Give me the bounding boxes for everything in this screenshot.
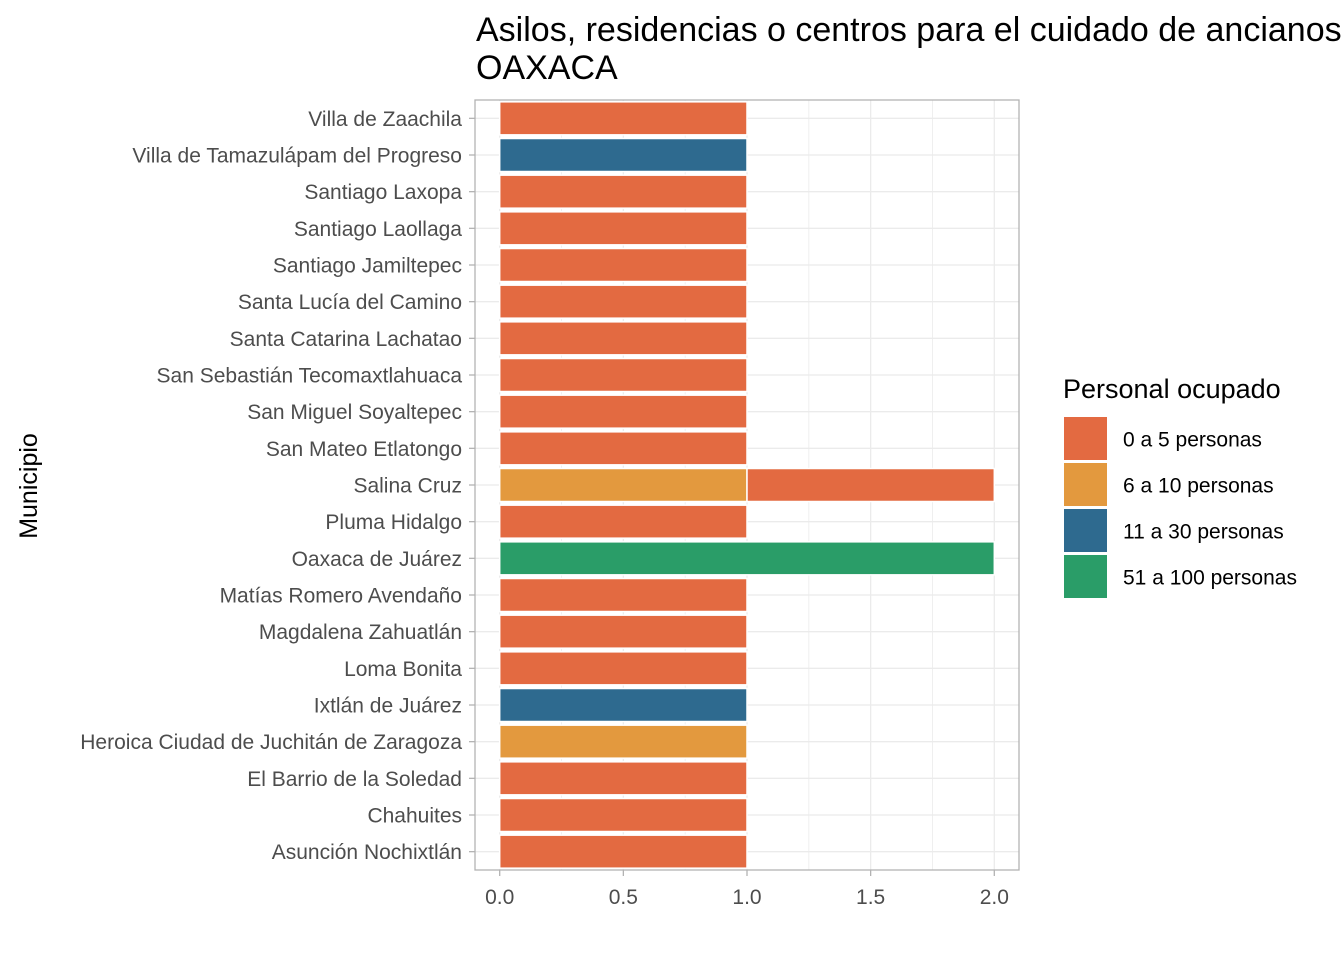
bar-segment	[498, 504, 748, 539]
y-tick-label: San Mateo Etlatongo	[266, 438, 462, 461]
x-tick-label: 1.0	[732, 886, 761, 909]
y-tick-labels: Villa de Zaachila Villa de Tamazulápam de…	[80, 108, 475, 864]
bar-segment	[498, 137, 748, 173]
x-tick-label: 0.5	[609, 886, 638, 909]
bar-segment	[498, 614, 748, 649]
legend-label: 51 a 100 personas	[1123, 567, 1297, 590]
legend-label: 11 a 30 personas	[1123, 521, 1284, 544]
y-tick-label: Chahuites	[367, 805, 462, 828]
y-tick-label: San Sebastián Tecomaxtlahuaca	[157, 365, 463, 388]
y-tick-label: Magdalena Zahuatlán	[259, 621, 462, 644]
y-tick-label: Oaxaca de Juárez	[292, 548, 462, 571]
bar-segment	[498, 321, 748, 356]
y-tick-label: El Barrio de la Soledad	[247, 768, 462, 791]
bar-segment	[498, 724, 748, 759]
bar-segment	[498, 174, 748, 209]
y-tick-label: Santa Lucía del Camino	[238, 291, 462, 314]
bar-segment	[498, 687, 748, 723]
y-tick-label: Santiago Jamiltepec	[273, 255, 462, 278]
bar-segment	[498, 651, 748, 686]
bar-segment	[498, 211, 748, 246]
bar-segment	[498, 467, 748, 503]
bar-segment	[498, 541, 996, 576]
y-tick-label: Santiago Laxopa	[304, 181, 462, 204]
bar-segment	[498, 761, 748, 796]
y-axis-label: Municipio	[15, 433, 43, 539]
y-tick-label: Santa Catarina Lachatao	[230, 328, 462, 351]
bar-segment	[498, 577, 748, 613]
y-tick-label: Matías Romero Avendaño	[220, 585, 462, 608]
y-tick-label: Villa de Tamazulápam del Progreso	[132, 145, 462, 168]
legend: Personal ocupado 0 a 5 personas 6 a 10 pe…	[1063, 374, 1297, 598]
bars	[498, 101, 996, 869]
bar-segment	[498, 284, 748, 319]
x-tick-label: 2.0	[980, 886, 1009, 909]
legend-title: Personal ocupado	[1063, 374, 1281, 404]
x-tick-label: 0.0	[485, 886, 514, 909]
bar-segment	[498, 247, 748, 283]
y-tick-label: Heroica Ciudad de Juchitán de Zaragoza	[80, 731, 462, 754]
y-tick-label: Villa de Zaachila	[308, 108, 462, 131]
legend-label: 6 a 10 personas	[1123, 475, 1274, 498]
x-tick-label: 1.5	[856, 886, 885, 909]
bar-segment	[746, 467, 996, 503]
y-tick-label: Santiago Laollaga	[294, 218, 462, 241]
y-tick-label: Asunción Nochixtlán	[272, 841, 462, 864]
legend-label: 0 a 5 personas	[1123, 429, 1262, 452]
y-tick-label: Ixtlán de Juárez	[314, 695, 462, 718]
chart-subtitle: OAXACA	[476, 49, 618, 87]
bar-segment	[498, 394, 748, 429]
legend-swatch	[1064, 555, 1107, 598]
bar-segment	[498, 834, 748, 869]
bar-segment	[498, 797, 748, 833]
bar-segment	[498, 101, 748, 136]
y-tick-label: San Miguel Soyaltepec	[247, 401, 462, 424]
chart-title: Asilos, residencias o centros para el cu…	[476, 11, 1342, 49]
legend-swatch	[1064, 509, 1107, 552]
legend-swatch	[1064, 417, 1107, 460]
bar-segment	[498, 431, 748, 466]
x-tick-labels: 0.0 0.5 1.0 1.5 2.0	[485, 870, 1009, 909]
legend-swatch	[1064, 463, 1107, 506]
y-tick-label: Salina Cruz	[353, 475, 462, 498]
y-tick-label: Pluma Hidalgo	[325, 511, 462, 534]
y-tick-label: Loma Bonita	[344, 658, 462, 681]
bar-segment	[498, 357, 748, 393]
